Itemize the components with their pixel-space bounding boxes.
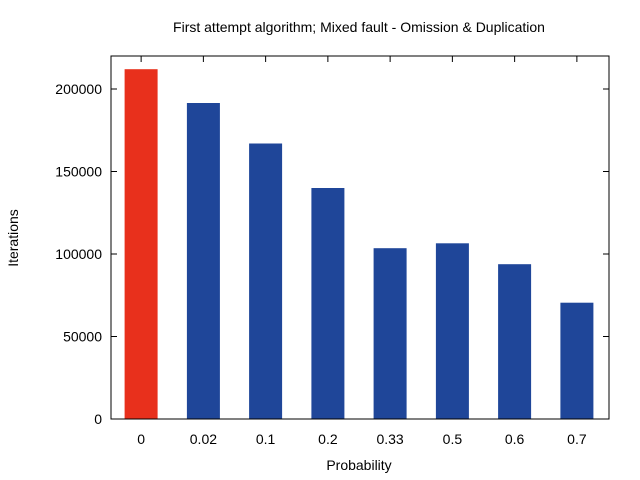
x-tick-label: 0.7: [567, 431, 587, 447]
plot-frame: [110, 55, 610, 420]
chart-title: First attempt algorithm; Mixed fault - O…: [173, 19, 545, 35]
y-tick-label: 100000: [55, 246, 102, 262]
x-tick-label: 0.33: [376, 431, 403, 447]
bar-0.7: [560, 302, 594, 419]
x-tick-labels: 0 0.02 0.1 0.2 0.33 0.5 0.6 0.7: [137, 431, 587, 447]
bar-0.5: [435, 243, 469, 419]
bar-0.6: [498, 264, 532, 419]
tick-marks: [111, 56, 609, 420]
x-axis-label: Probability: [326, 457, 391, 473]
y-tick-label: 150000: [55, 164, 102, 180]
bar-0.1: [249, 143, 283, 419]
bars: [124, 69, 594, 419]
x-tick-label: 0.02: [190, 431, 217, 447]
bar-0.33: [373, 248, 407, 419]
y-tick-label: 50000: [63, 329, 102, 345]
x-tick-label: 0.6: [505, 431, 525, 447]
bar-0.02: [186, 103, 220, 419]
x-tick-label: 0.5: [443, 431, 463, 447]
y-tick-label: 0: [94, 411, 102, 427]
y-tick-labels: 0 50000 100000 150000 200000: [55, 81, 102, 427]
bar-0.2: [311, 188, 345, 419]
x-tick-label: 0.1: [256, 431, 276, 447]
y-tick-label: 200000: [55, 81, 102, 97]
x-tick-label: 0.2: [318, 431, 338, 447]
y-axis-label: Iterations: [5, 209, 21, 267]
bar-0: [124, 69, 158, 419]
x-tick-label: 0: [137, 431, 145, 447]
